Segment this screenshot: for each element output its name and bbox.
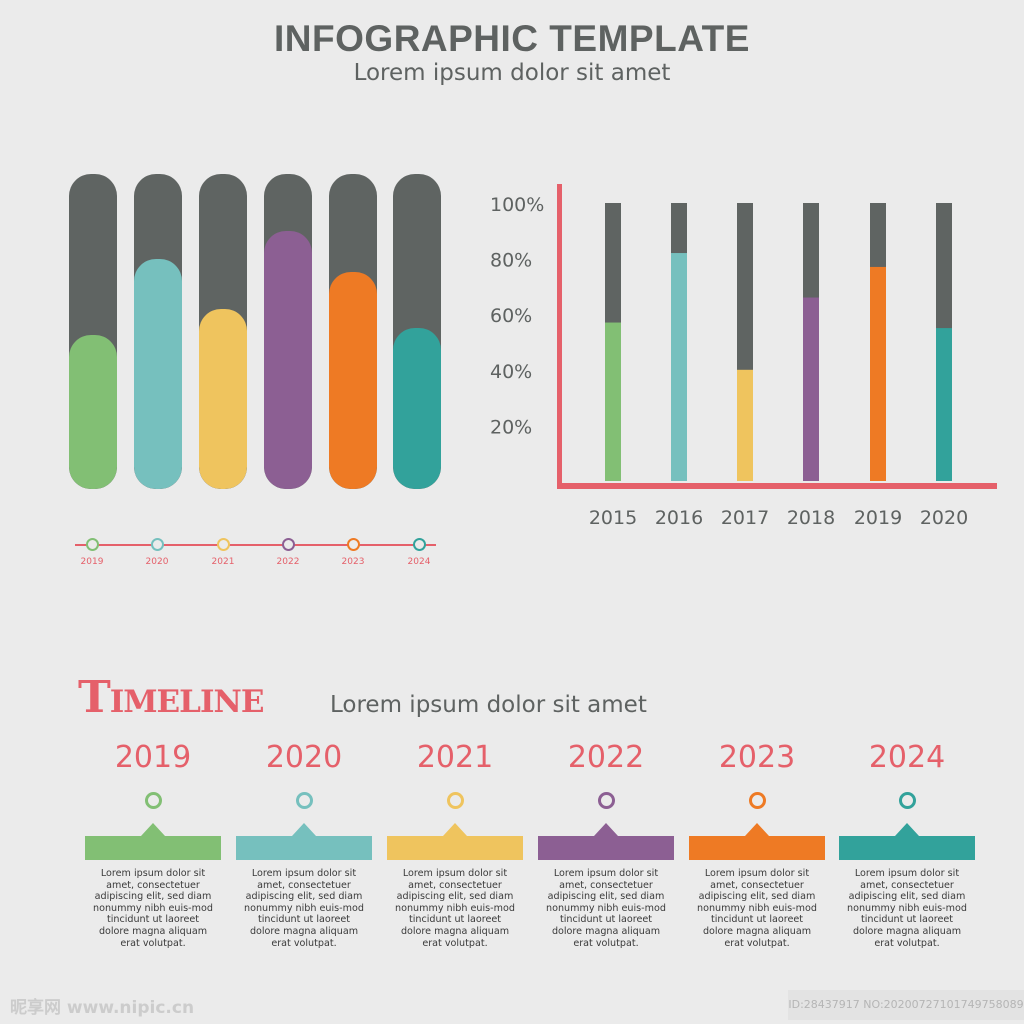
year-marker-2024: [413, 538, 426, 551]
year-marker-label: 2023: [341, 557, 365, 567]
timeline-description: Lorem ipsum dolor sit amet, consectetuer…: [847, 868, 967, 949]
timeline-tab-shape: [689, 823, 825, 860]
timeline-dot: [145, 792, 162, 809]
timeline-tab: [236, 823, 372, 860]
pill-bar-fill-2021: [199, 309, 247, 489]
timeline-tab: [387, 823, 523, 860]
page-title: INFOGRAPHIC TEMPLATE: [274, 18, 750, 59]
timeline-tab-shape: [538, 823, 674, 860]
column-bar-2018: [803, 297, 819, 481]
y-tick-label: 60%: [490, 305, 532, 327]
x-tick-label: 2019: [854, 507, 902, 529]
x-axis-line: [557, 483, 997, 489]
timeline-year: 2020: [265, 740, 343, 775]
timeline-tab: [689, 823, 825, 860]
timeline-year: 2021: [416, 740, 494, 775]
column-bar-2016: [671, 253, 687, 481]
pill-bar-fill-2022: [264, 230, 312, 489]
year-marker-label: 2022: [276, 557, 300, 567]
timeline-subtitle: Lorem ipsum dolor sit amet: [330, 692, 647, 718]
pill-bar-fill-2020: [134, 259, 182, 489]
year-marker-label: 2020: [145, 557, 169, 567]
timeline-tab-shape: [236, 823, 372, 860]
pill-bar-fill-2024: [393, 328, 441, 489]
x-tick-label: 2020: [920, 507, 968, 529]
year-axis-line: [75, 544, 436, 546]
x-tick-label: 2017: [721, 507, 769, 529]
x-tick-label: 2018: [787, 507, 835, 529]
y-tick-label: 20%: [490, 416, 532, 438]
timeline-dot: [899, 792, 916, 809]
timeline-description: Lorem ipsum dolor sit amet, consectetuer…: [244, 868, 364, 949]
year-marker-2023: [347, 538, 360, 551]
year-marker-label: 2021: [211, 557, 235, 567]
timeline-tab-shape: [839, 823, 975, 860]
timeline-dot: [296, 792, 313, 809]
timeline-description: Lorem ipsum dolor sit amet, consectetuer…: [93, 868, 213, 949]
year-marker-2021: [217, 538, 230, 551]
timeline-tab-shape: [387, 823, 523, 860]
pill-bar-2021: [199, 174, 247, 489]
timeline-tab-shape: [85, 823, 221, 860]
column-bar-2019: [870, 266, 886, 481]
timeline-year: 2022: [567, 740, 645, 775]
timeline-year: 2019: [114, 740, 192, 775]
watermark-logo: 昵享网 www.nipic.cn: [10, 998, 195, 1018]
pill-bar-2020: [134, 174, 182, 489]
pill-bar-fill-2019: [69, 334, 117, 489]
y-tick-label: 80%: [490, 250, 532, 272]
year-marker-2022: [282, 538, 295, 551]
year-marker-label: 2019: [80, 557, 104, 567]
timeline-dot: [598, 792, 615, 809]
timeline-description: Lorem ipsum dolor sit amet, consectetuer…: [546, 868, 666, 949]
year-marker-2020: [151, 538, 164, 551]
timeline-tab: [538, 823, 674, 860]
column-bar-2020: [936, 328, 952, 481]
x-tick-label: 2015: [589, 507, 637, 529]
watermark-id: ID:28437917 NO:20200727101749758089: [788, 990, 1024, 1020]
timeline-year: 2023: [718, 740, 796, 775]
pill-bar-2024: [393, 174, 441, 489]
progress-column-chart: 20% 40% 60% 80% 100% 2015 2016 2017 2018 2019 2020: [490, 184, 997, 529]
pill-bar-2023: [329, 174, 377, 489]
timeline-dot: [749, 792, 766, 809]
year-marker-label: 2024: [407, 557, 431, 567]
timeline-year: 2024: [868, 740, 946, 775]
timeline-dot: [447, 792, 464, 809]
timeline-tab: [839, 823, 975, 860]
y-tick-label: 100%: [490, 194, 544, 216]
timeline-description: Lorem ipsum dolor sit amet, consectetuer…: [697, 868, 817, 949]
timeline-description: Lorem ipsum dolor sit amet, consectetuer…: [395, 868, 515, 949]
pill-bar-2022: [264, 174, 312, 489]
page-subtitle: Lorem ipsum dolor sit amet: [353, 60, 671, 86]
column-bar-2015: [605, 322, 621, 481]
year-marker-2019: [86, 538, 99, 551]
y-tick-label: 40%: [490, 361, 532, 383]
pill-bar-fill-2023: [329, 271, 377, 489]
pill-bar-2019: [69, 174, 117, 489]
pill-bar-chart: 2019 2020 2021 2022 2023 2024: [0, 0, 470, 600]
x-tick-label: 2016: [655, 507, 703, 529]
y-axis-line: [557, 184, 562, 489]
timeline-tab: [85, 823, 221, 860]
timeline-heading: Timeline: [78, 672, 264, 723]
column-bar-2017: [737, 369, 753, 481]
